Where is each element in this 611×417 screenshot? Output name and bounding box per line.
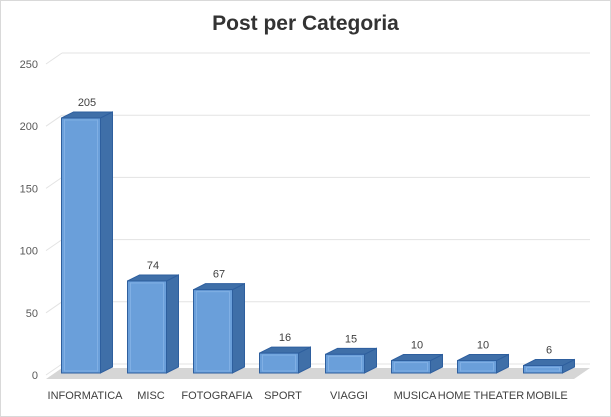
data-label: 16 [279,332,291,344]
data-label: 67 [213,269,225,281]
bar [127,280,167,374]
bar-side [232,282,245,374]
bar-highlight [262,354,296,372]
gridline-depth [45,363,63,376]
data-label: 205 [78,97,96,109]
chart-title: Post per Categoria [212,12,399,35]
bar [391,360,431,374]
y-tick-label: 200 [20,121,38,133]
y-tick-label: 150 [20,183,38,195]
x-tick-label: HOME THEATER [438,390,524,402]
x-tick-label: VIAGGI [330,390,368,402]
x-tick-label: MISC [137,390,165,402]
y-tick-label: 250 [20,59,38,71]
data-label: 74 [147,260,159,272]
chart-floor [46,368,590,379]
y-tick-label: 0 [32,370,38,382]
bar-side [100,111,113,374]
x-tick-label: FOTOGRAFIA [181,390,253,402]
data-label: 6 [546,345,552,357]
bar [259,352,299,374]
x-tick-label: MUSICA [394,390,437,402]
x-tick-label: SPORT [264,390,302,402]
bar [457,360,497,374]
gridline-depth [45,176,63,189]
gridline-depth [45,52,63,65]
gridline-depth [45,239,63,252]
bar [523,365,563,374]
data-label: 15 [345,333,357,345]
bar-highlight [526,367,560,372]
bar-highlight [394,362,428,372]
bar [61,117,101,374]
bar-side [166,274,179,374]
bar [325,353,365,374]
bar-highlight [130,282,164,372]
bar-highlight [328,355,362,372]
bar-highlight [460,362,494,372]
bar [193,289,233,374]
bar-highlight [64,119,98,372]
y-tick-label: 50 [26,308,38,320]
bar-highlight [196,291,230,372]
y-tick-label: 100 [20,246,38,258]
data-label: 10 [411,340,423,352]
gridline-depth [45,301,63,314]
x-tick-label: INFORMATICA [48,390,124,402]
x-tick-label: MOBILE [526,390,568,402]
gridline-depth [45,114,63,127]
data-label: 10 [477,340,489,352]
